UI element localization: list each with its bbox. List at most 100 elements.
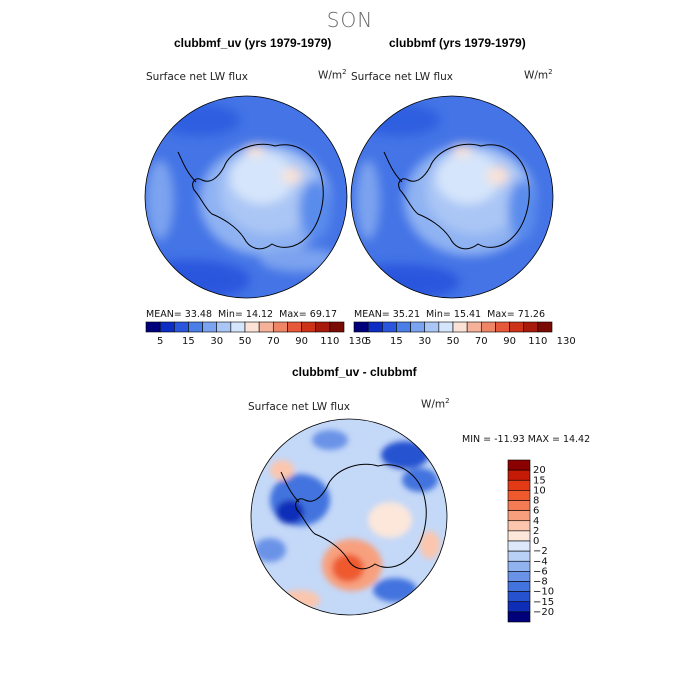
cbar1-tick-label: 110 — [320, 336, 339, 347]
map1-border — [144, 95, 348, 299]
diff-title: clubbmf_uv - clubbmf — [292, 365, 417, 379]
cbar3-swatch-7 — [507, 530, 531, 542]
panel2-units: W/m2 — [524, 68, 553, 82]
cbar2-swatch-11 — [509, 321, 525, 333]
cbar1-swatch-2 — [173, 321, 189, 333]
cbar3-tick-label: −8 — [533, 577, 548, 588]
cbar3-swatch-5 — [507, 510, 531, 522]
cbar3-tick-label: −20 — [533, 607, 554, 618]
cbar2-tick-label: 30 — [418, 336, 431, 347]
panel2-max-label: Max= — [487, 309, 515, 320]
cbar3-tick-label: −10 — [533, 587, 554, 598]
cbar3-swatch-10 — [507, 560, 531, 572]
panel2-max-value: 71.26 — [517, 309, 545, 320]
cbar1-tick-label: 70 — [267, 336, 280, 347]
cbar2-swatch-10 — [495, 321, 510, 333]
cbar1-swatch-13 — [329, 321, 345, 333]
cbar3-swatch-0 — [507, 459, 531, 471]
cbar2-tick-label: 130 — [557, 336, 576, 347]
colorbar-panel1: 5 15 30 50 70 90 110 130 — [145, 321, 368, 347]
colorbar-panel2: 5 15 30 50 70 90 110 130 — [353, 321, 576, 347]
cbar2-tick-label: 5 — [365, 336, 371, 347]
cbar1-tick-label: 5 — [157, 336, 163, 347]
cbar1-tick-label: 15 — [182, 336, 195, 347]
panel2-title: clubbmf (yrs 1979-1979) — [389, 36, 526, 50]
cbar3-swatch-9 — [507, 550, 531, 562]
diff-coastline — [295, 463, 427, 570]
figure-title: SON — [326, 8, 374, 32]
cbar1-swatch-7 — [244, 321, 260, 333]
cbar3-tick-label: −15 — [533, 597, 554, 608]
panel1-max-label: Max= — [279, 309, 307, 320]
cbar2-swatch-5 — [424, 321, 440, 333]
panel1-mean-value: 33.48 — [184, 309, 212, 320]
cbar3-tick-label: 4 — [533, 516, 539, 527]
cbar2-tick-label: 90 — [503, 336, 516, 347]
map2-border — [350, 95, 554, 299]
cbar3-swatch-2 — [507, 479, 531, 491]
panel2-mean-value: 35.21 — [392, 309, 420, 320]
cbar2-swatch-8 — [466, 321, 482, 333]
diff-border — [250, 418, 448, 616]
cbar1-swatch-11 — [301, 321, 317, 333]
cbar3-swatch-3 — [507, 490, 531, 501]
map-panel2 — [351, 96, 553, 298]
panel2-field-label: Surface net LW flux — [351, 71, 453, 83]
cbar3-tick-label: 15 — [533, 475, 546, 486]
panel1-max-value: 69.17 — [309, 309, 337, 320]
map1-coastline — [192, 143, 324, 250]
diff-stats: MIN = -11.93 MAX = 14.42 — [462, 434, 591, 445]
cbar2-swatch-9 — [480, 321, 496, 333]
cbar1-tick-label: 90 — [295, 336, 308, 347]
cbar3-swatch-6 — [507, 520, 531, 532]
panel2-stats: MEAN= 35.21 Min= 15.41 Max= 71.26 — [354, 309, 545, 320]
cbar3-tick-label: 8 — [533, 496, 539, 507]
panel1-stats: MEAN= 33.48 Min= 14.12 Max= 69.17 — [146, 309, 337, 320]
panel1-units: W/m2 — [318, 68, 347, 82]
cbar1-swatch-12 — [315, 321, 331, 333]
cbar1-swatch-9 — [272, 321, 288, 333]
cbar2-swatch-13 — [537, 321, 553, 333]
cbar1-swatch-1 — [159, 321, 175, 333]
cbar3-tick-label: 2 — [533, 526, 539, 537]
cbar2-swatch-2 — [381, 321, 397, 333]
diff-field-label: Surface net LW flux — [248, 401, 350, 413]
cbar2-swatch-12 — [523, 321, 539, 333]
cbar3-swatch-12 — [507, 581, 531, 592]
map2-coastline — [398, 143, 530, 250]
panel1-min-label: Min= — [218, 309, 243, 320]
cbar1-swatch-8 — [258, 321, 274, 333]
panel1-mean-label: MEAN= — [146, 309, 182, 320]
cbar1-swatch-3 — [188, 321, 203, 333]
panel1-title: clubbmf_uv (yrs 1979-1979) — [174, 36, 332, 50]
cbar1-swatch-10 — [287, 321, 302, 333]
cbar3-tick-label: −6 — [533, 566, 548, 577]
cbar3-tick-label: 0 — [533, 536, 539, 547]
cbar1-tick-label: 50 — [239, 336, 252, 347]
cbar2-swatch-6 — [438, 321, 454, 333]
cbar2-swatch-0 — [353, 321, 369, 333]
cbar3-swatch-15 — [507, 611, 531, 623]
cbar3-swatch-4 — [507, 500, 531, 511]
cbar1-tick-label: 130 — [349, 336, 368, 347]
cbar3-tick-label: −2 — [533, 546, 548, 557]
cbar3-swatch-11 — [507, 571, 531, 582]
cbar2-swatch-4 — [410, 321, 426, 333]
panel2-min-label: Min= — [426, 309, 451, 320]
cbar1-tick-label: 30 — [210, 336, 223, 347]
cbar2-tick-label: 50 — [447, 336, 460, 347]
map2-field-contours — [351, 104, 536, 298]
cbar1-swatch-6 — [230, 321, 246, 333]
cbar3-swatch-8 — [507, 540, 531, 552]
panel1-min-value: 14.12 — [245, 309, 274, 320]
cbar2-swatch-7 — [452, 321, 468, 333]
cbar2-swatch-3 — [396, 321, 411, 333]
cbar2-swatch-1 — [367, 321, 383, 333]
cbar2-tick-label: 110 — [528, 336, 547, 347]
cbar3-tick-label: 10 — [533, 485, 546, 496]
map-diff — [251, 419, 447, 615]
cbar1-swatch-0 — [145, 321, 161, 333]
cbar3-tick-label: 20 — [533, 465, 546, 476]
cbar1-swatch-5 — [216, 321, 232, 333]
